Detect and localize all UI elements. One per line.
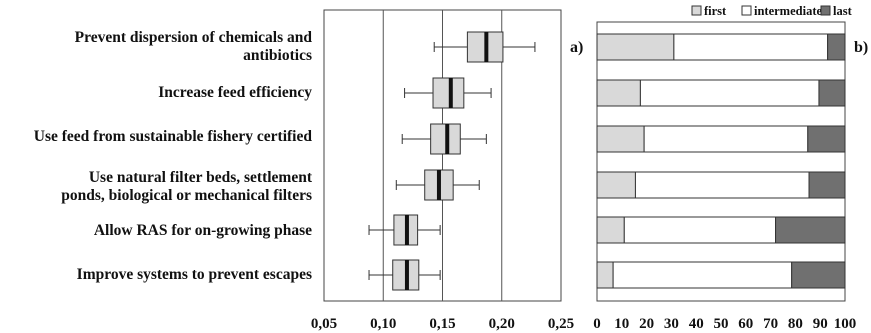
category-label: Allow RAS for on-growing phase xyxy=(0,222,312,240)
x-tick-label-a: 0,15 xyxy=(429,316,455,332)
bar-segment-first xyxy=(596,125,645,153)
category-label: Prevent dispersion of chemicals and antib… xyxy=(0,29,312,65)
x-tick-label-a: 0,05 xyxy=(311,316,337,332)
category-label-line: Allow RAS for on-growing phase xyxy=(93,222,312,239)
category-label-line: Use natural filter beds, settlement xyxy=(88,169,312,186)
legend-label: first xyxy=(704,4,727,18)
category-label: Improve systems to prevent escapes xyxy=(0,266,312,284)
x-tick-label-b: 80 xyxy=(788,316,803,332)
bar-segment-intermediate xyxy=(639,79,820,107)
x-tick-label-a: 0,25 xyxy=(548,316,574,332)
category-label: Use feed from sustainable fishery certif… xyxy=(0,128,312,146)
category-label-line: Prevent dispersion of chemicals and xyxy=(74,29,312,46)
category-label: Increase feed efficiency xyxy=(0,84,312,102)
category-label-line: Improve systems to prevent escapes xyxy=(76,266,312,283)
category-label: Use natural filter beds, settlement ponds… xyxy=(0,169,312,205)
legend-swatch xyxy=(741,5,752,16)
x-tick-label-b: 60 xyxy=(738,316,753,332)
bar-segment-intermediate xyxy=(612,261,793,289)
x-tick-label-a: 0,20 xyxy=(489,316,515,332)
x-tick-label-b: 10 xyxy=(614,316,629,332)
legend-swatch xyxy=(820,5,831,16)
bar-segment-last xyxy=(827,33,846,61)
legend-label: intermediate xyxy=(754,4,822,18)
panel-label-a: a) xyxy=(570,39,583,56)
x-tick-label-b: 40 xyxy=(689,316,704,332)
bar-segment-last xyxy=(775,216,846,244)
boxplot-panel: 0,05 0,10 0,15 0,20 0,25 a) xyxy=(311,9,583,332)
x-tick-label-b: 30 xyxy=(664,316,679,332)
bar-segment-first xyxy=(596,171,636,199)
x-tick-label-b: 20 xyxy=(639,316,654,332)
category-label-line: antibiotics xyxy=(243,47,312,64)
legend-label: last xyxy=(833,4,853,18)
bar-segment-last xyxy=(808,171,846,199)
plot-area-b xyxy=(596,21,846,302)
bar-segment-intermediate xyxy=(643,125,809,153)
bar-segment-intermediate xyxy=(634,171,810,199)
stacked-bar-panel: 0 10 20 30 40 50 60 70 80 90 100 first intermediate l… xyxy=(593,4,868,332)
bar-segment-first xyxy=(596,33,675,61)
bar-segment-last xyxy=(818,79,846,107)
bar-segment-intermediate xyxy=(673,33,829,61)
category-label-line: Use feed from sustainable fishery certif… xyxy=(33,128,312,145)
category-label-line: ponds, biological or mechanical filters xyxy=(61,187,312,204)
bar-segment-last xyxy=(807,125,846,153)
x-tick-label-b: 70 xyxy=(763,316,778,332)
x-tick-label-b: 50 xyxy=(714,316,729,332)
category-label-line: Increase feed efficiency xyxy=(158,84,312,101)
panel-label-b: b) xyxy=(854,39,868,56)
x-tick-label-a: 0,10 xyxy=(370,316,396,332)
legend-swatch xyxy=(691,5,702,16)
box xyxy=(432,77,465,109)
bar-segment-last xyxy=(791,261,846,289)
bar-segment-first xyxy=(596,216,625,244)
x-tick-label-b: 100 xyxy=(834,316,857,332)
bar-segment-first xyxy=(596,79,641,107)
x-tick-label-b: 90 xyxy=(813,316,828,332)
bar-segment-intermediate xyxy=(623,216,777,244)
bar-segment-first xyxy=(596,261,614,289)
x-tick-label-b: 0 xyxy=(593,316,601,332)
